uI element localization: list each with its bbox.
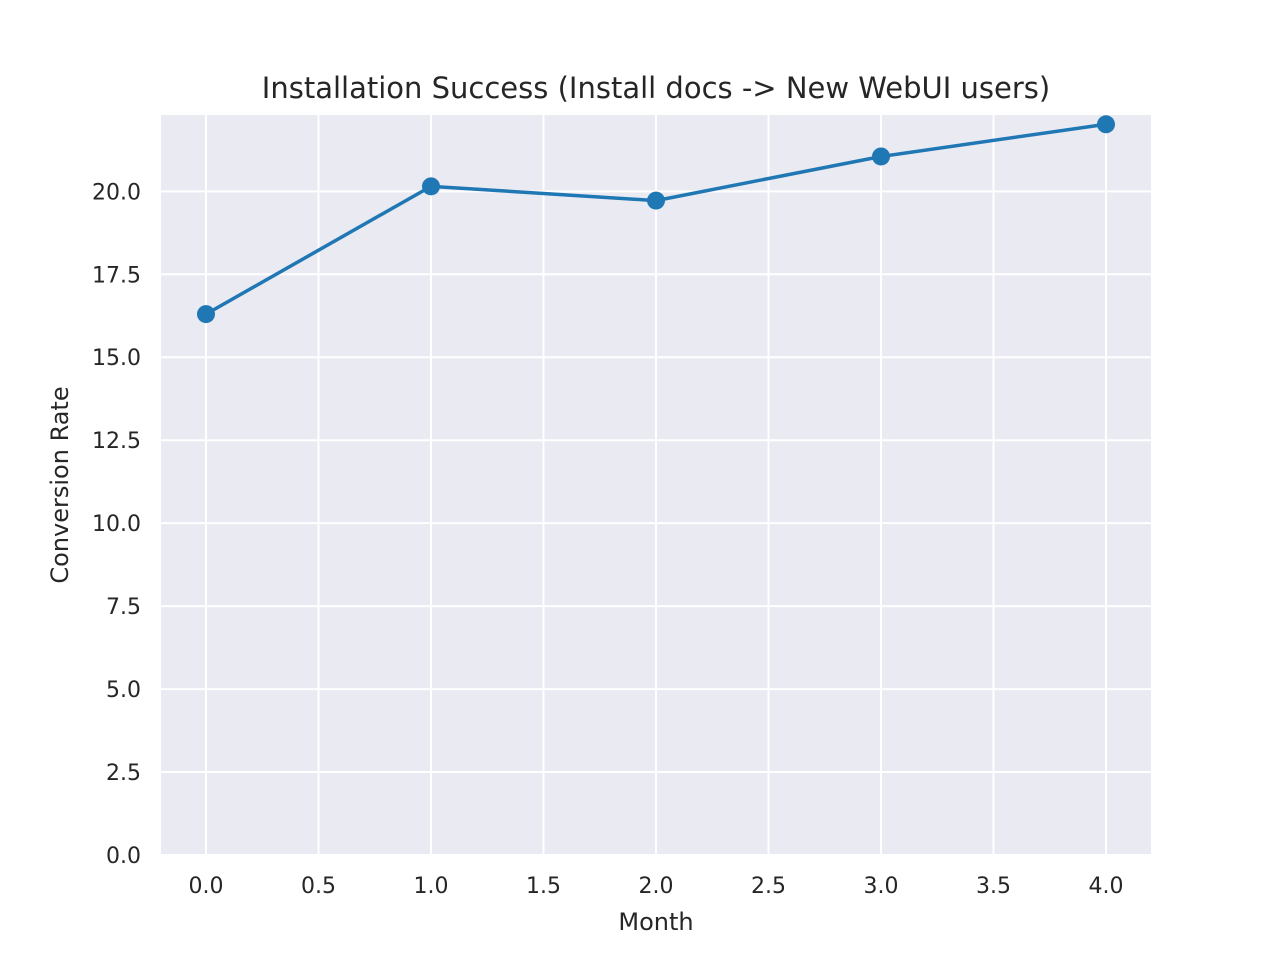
- x-tick-label: 0.0: [189, 874, 224, 899]
- x-axis-label: Month: [618, 908, 693, 936]
- y-tick-label: 0.0: [106, 844, 141, 869]
- y-tick-label: 20.0: [92, 180, 141, 205]
- data-point: [1097, 115, 1115, 134]
- vertical-gridlines: [205, 115, 1107, 855]
- x-tick-label: 2.5: [751, 874, 786, 899]
- y-tick-label: 12.5: [92, 429, 141, 454]
- data-point: [647, 191, 665, 210]
- y-tick-label: 7.5: [106, 595, 141, 620]
- x-tick-label: 1.5: [526, 874, 561, 899]
- y-tick-label: 2.5: [106, 761, 141, 786]
- data-point: [197, 305, 215, 324]
- y-tick-labels: 0.0 2.5 5.0 7.5 10.0 12.5 15.0 17.5 20.0: [92, 180, 141, 869]
- y-tick-label: 17.5: [92, 263, 141, 288]
- x-tick-label: 3.0: [864, 874, 899, 899]
- y-tick-label: 10.0: [92, 512, 141, 537]
- chart-title: Installation Success (Install docs -> Ne…: [262, 71, 1050, 105]
- y-tick-label: 5.0: [106, 678, 141, 703]
- x-tick-label: 2.0: [639, 874, 674, 899]
- x-tick-label: 4.0: [1089, 874, 1124, 899]
- data-point: [422, 177, 440, 196]
- x-tick-labels: 0.0 0.5 1.0 1.5 2.0 2.5 3.0 3.5 4.0: [189, 874, 1124, 899]
- y-tick-label: 15.0: [92, 346, 141, 371]
- x-tick-label: 3.5: [976, 874, 1011, 899]
- horizontal-gridlines: [161, 190, 1151, 856]
- data-point: [872, 147, 890, 166]
- y-axis-label: Conversion Rate: [46, 386, 74, 583]
- series-markers: [197, 115, 1115, 324]
- x-tick-label: 0.5: [301, 874, 336, 899]
- x-tick-label: 1.0: [414, 874, 449, 899]
